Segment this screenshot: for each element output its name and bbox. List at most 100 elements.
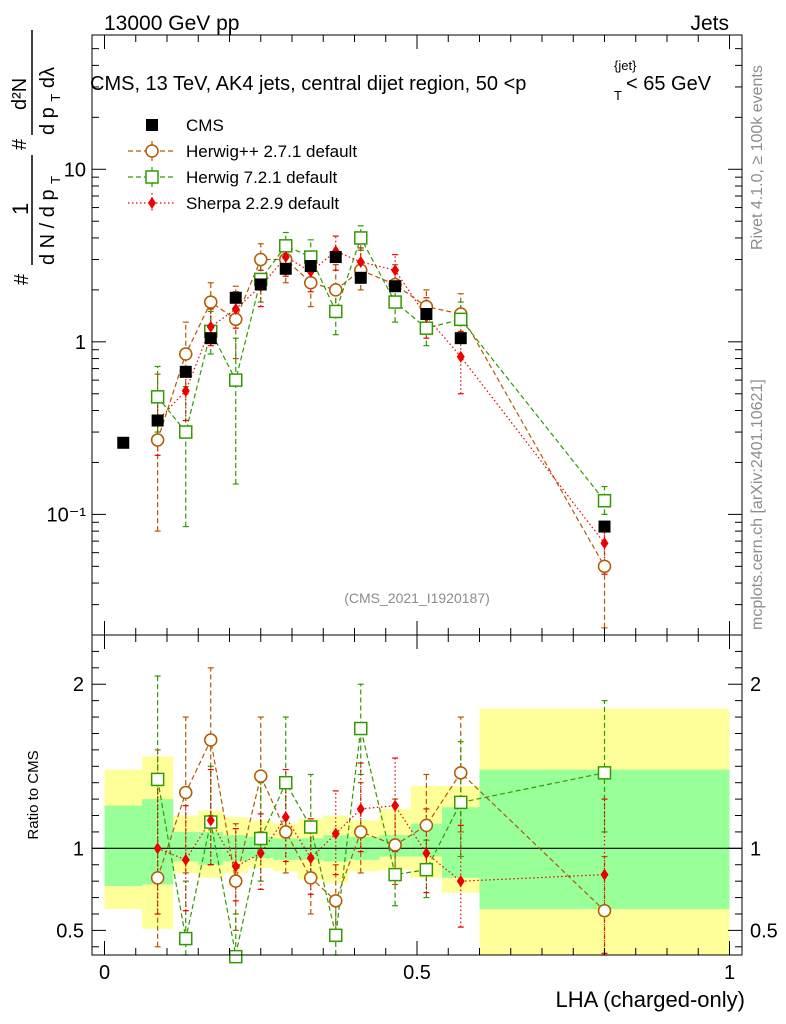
plot-title-main: CMS, 13 TeV, AK4 jets, central dijet reg… bbox=[90, 73, 526, 95]
plot-title-end: < 65 GeV bbox=[626, 73, 712, 95]
ratio-point-herwig-7-2-1-default bbox=[229, 949, 243, 964]
ratio-point-sherpa-2-2-9-default bbox=[422, 847, 431, 860]
ratio-point-herwig-2-7-1-default bbox=[279, 825, 293, 839]
main-point-sherpa-2-2-9-default bbox=[600, 537, 609, 550]
ratio-point-sherpa-2-2-9-default bbox=[231, 860, 240, 873]
main-point-cms bbox=[598, 520, 611, 533]
main-point-herwig-2-7-1-default bbox=[179, 347, 193, 361]
header-right: Jets bbox=[690, 12, 729, 35]
main-point-herwig-7-2-1-default bbox=[229, 373, 243, 387]
main-point-cms bbox=[117, 436, 130, 449]
main-point-cms bbox=[204, 332, 217, 345]
main-point-herwig-7-2-1-default bbox=[354, 231, 368, 245]
ylabel-hash-2: # bbox=[9, 138, 31, 150]
main-point-herwig-7-2-1-default bbox=[179, 425, 193, 439]
ratio-point-herwig-2-7-1-default bbox=[329, 894, 343, 908]
ratio-point-herwig-7-2-1-default bbox=[254, 831, 268, 846]
legend: CMS Herwig++ 2.7.1 default Herwig 7.2.1 de… bbox=[128, 116, 357, 213]
x-axis-label: LHA (charged-only) bbox=[555, 987, 745, 1012]
main-line-sherpa-2-2-9-default bbox=[157, 250, 605, 544]
header-left: 13000 GeV pp bbox=[104, 12, 239, 35]
main-point-herwig-7-2-1-default bbox=[279, 239, 293, 253]
main-point-herwig-7-2-1-default bbox=[388, 295, 402, 309]
ratio-point-herwig-7-2-1-default bbox=[179, 931, 193, 946]
ratio-point-sherpa-2-2-9-default bbox=[153, 842, 162, 855]
ratio-point-herwig-7-2-1-default bbox=[454, 795, 468, 810]
ratio-point-herwig-7-2-1-default bbox=[279, 775, 293, 790]
main-point-cms bbox=[254, 278, 267, 291]
ylabel-hash-1: # bbox=[11, 273, 33, 285]
main-ytick-label: 10 bbox=[64, 159, 86, 181]
legend-label-cms: CMS bbox=[186, 116, 224, 135]
ratio-point-herwig-2-7-1-default bbox=[354, 825, 368, 839]
main-point-herwig-2-7-1-default bbox=[150, 433, 165, 447]
ratio-point-sherpa-2-2-9-default bbox=[356, 802, 365, 815]
ratio-point-herwig-7-2-1-default bbox=[304, 820, 318, 834]
ratio-ytick-label-left: 0.5 bbox=[56, 920, 84, 942]
ratio-point-herwig-2-7-1-default bbox=[204, 733, 218, 747]
ratio-point-herwig-2-7-1-default bbox=[454, 766, 468, 780]
main-point-sherpa-2-2-9-default bbox=[456, 350, 465, 363]
main-point-sherpa-2-2-9-default bbox=[181, 384, 190, 397]
rivet-watermark: Rivet 4.1.0, ≥ 100k events bbox=[749, 65, 766, 250]
ratio-point-herwig-2-7-1-default bbox=[597, 903, 612, 918]
ratio-ytick-label-left: 1 bbox=[73, 838, 84, 860]
main-ytick-label: 1 bbox=[75, 332, 86, 354]
legend-marker-herwig-7-2-1-default bbox=[145, 170, 159, 184]
plot-title: CMS, 13 TeV, AK4 jets, central dijet reg… bbox=[90, 73, 526, 95]
legend-marker-sherpa-2-2-9-default bbox=[148, 197, 156, 209]
ratio-point-herwig-2-7-1-default bbox=[419, 818, 434, 833]
main-point-cms bbox=[229, 291, 242, 304]
ratio-point-herwig-7-2-1-default bbox=[354, 721, 368, 736]
ratio-point-herwig-7-2-1-default bbox=[150, 772, 165, 787]
main-point-herwig-2-7-1-default bbox=[304, 275, 318, 290]
main-point-herwig-2-7-1-default bbox=[597, 559, 612, 574]
ylabel-denominator: d N / d p T bbox=[37, 176, 63, 265]
y-axis-label-main: # 1 d N / d p T # d²N d p T dλ bbox=[8, 30, 63, 285]
ratio-ytick-label-left: 2 bbox=[73, 674, 84, 696]
main-point-cms bbox=[304, 260, 317, 273]
ratio-point-herwig-2-7-1-default bbox=[150, 871, 165, 885]
main-point-herwig-7-2-1-default bbox=[454, 312, 468, 327]
legend-marker-herwig-2-7-1-default bbox=[145, 144, 159, 158]
legend-label-herwig-2-7-1-default: Herwig++ 2.7.1 default bbox=[186, 142, 357, 161]
ratio-point-herwig-2-7-1-default bbox=[388, 838, 402, 852]
main-point-sherpa-2-2-9-default bbox=[206, 320, 215, 333]
ratio-ytick-label-right: 1 bbox=[750, 838, 761, 860]
ratio-xtick-label: 0.5 bbox=[403, 962, 431, 984]
main-point-cms bbox=[389, 280, 402, 293]
ratio-ytick-label-right: 0.5 bbox=[750, 920, 778, 942]
ratio-point-sherpa-2-2-9-default bbox=[281, 811, 290, 824]
main-point-sherpa-2-2-9-default bbox=[391, 264, 400, 277]
main-point-herwig-2-7-1-default bbox=[254, 252, 268, 267]
legend-label-sherpa-2-2-9-default: Sherpa 2.2.9 default bbox=[186, 194, 339, 213]
main-point-herwig-2-7-1-default bbox=[204, 295, 218, 309]
ratio-point-sherpa-2-2-9-default bbox=[181, 853, 190, 866]
ratio-band-inner bbox=[104, 805, 142, 887]
ratio-point-sherpa-2-2-9-default bbox=[306, 852, 315, 865]
legend-marker-cms bbox=[146, 119, 158, 131]
ylabel-d2n: d²N bbox=[9, 78, 31, 110]
ratio-point-sherpa-2-2-9-default bbox=[600, 868, 609, 881]
ratio-point-sherpa-2-2-9-default bbox=[391, 799, 400, 812]
main-ytick-label: 10⁻¹ bbox=[47, 504, 87, 526]
main-panel: 10⁻¹ 1 10 bbox=[47, 34, 743, 636]
main-point-herwig-2-7-1-default bbox=[229, 312, 243, 327]
ratio-point-sherpa-2-2-9-default bbox=[456, 875, 465, 888]
main-point-sherpa-2-2-9-default bbox=[356, 256, 365, 269]
main-point-herwig-7-2-1-default bbox=[597, 493, 612, 508]
main-line-herwig-7-2-1-default bbox=[157, 236, 605, 502]
ratio-point-herwig-2-7-1-default bbox=[254, 769, 268, 783]
ratio-point-herwig-7-2-1-default bbox=[329, 928, 343, 943]
ylabel-one: 1 bbox=[8, 203, 33, 215]
ratio-point-herwig-2-7-1-default bbox=[304, 871, 318, 885]
analysis-id: (CMS_2021_I1920187) bbox=[344, 590, 490, 606]
ratio-xtick-label: 0 bbox=[99, 962, 110, 984]
ratio-point-herwig-2-7-1-default bbox=[229, 874, 243, 888]
mcplots-watermark: mcplots.cern.ch [arXiv:2401.10621] bbox=[749, 379, 766, 630]
main-point-herwig-7-2-1-default bbox=[419, 321, 434, 335]
main-point-cms bbox=[354, 271, 367, 284]
main-point-sherpa-2-2-9-default bbox=[281, 251, 290, 264]
main-point-herwig-7-2-1-default bbox=[150, 390, 165, 404]
